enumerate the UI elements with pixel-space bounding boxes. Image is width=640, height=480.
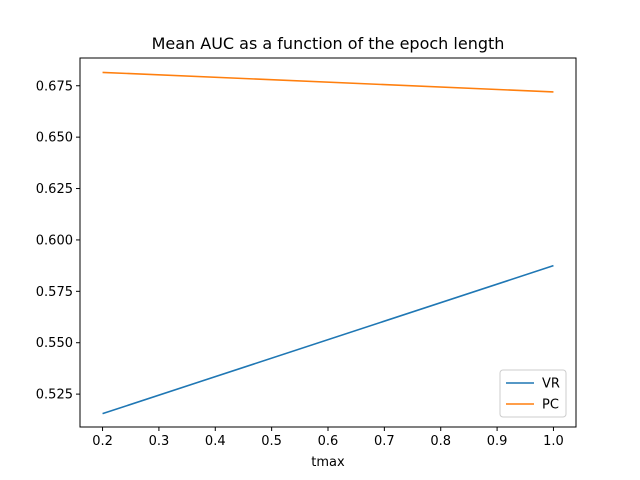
x-tick-label: 0.9 — [487, 434, 508, 449]
y-tick-label: 0.550 — [36, 336, 73, 351]
x-axis-label: tmax — [311, 455, 345, 470]
y-tick-label: 0.625 — [36, 182, 73, 197]
x-tick-label: 0.3 — [149, 434, 170, 449]
y-tick-label: 0.600 — [36, 233, 73, 248]
x-tick-label: 0.7 — [374, 434, 395, 449]
x-tick-label: 0.4 — [205, 434, 226, 449]
y-tick-label: 0.675 — [36, 79, 73, 94]
plot-area — [102, 71, 554, 415]
x-tick-label: 0.8 — [430, 434, 451, 449]
y-tick-label: 0.650 — [36, 131, 73, 146]
x-tick-label: 0.2 — [92, 434, 113, 449]
x-tick-label: 1.0 — [543, 434, 564, 449]
x-tick-label: 0.6 — [318, 434, 339, 449]
y-axis: 0.525 0.550 0.575 0.600 0.625 0.650 0.675 — [36, 79, 80, 403]
y-tick-label: 0.575 — [36, 285, 73, 300]
legend: VR PC — [499, 369, 567, 418]
legend-label-pc: PC — [542, 398, 559, 413]
legend-label-vr: VR — [542, 377, 560, 392]
legend-box — [499, 369, 567, 418]
x-tick-label: 0.5 — [261, 434, 282, 449]
x-axis: 0.2 0.3 0.4 0.5 0.6 0.7 0.8 0.9 1.0 — [92, 427, 564, 449]
y-tick-label: 0.525 — [36, 388, 73, 403]
chart-title: Mean AUC as a function of the epoch leng… — [152, 34, 505, 53]
series-line-pc — [102, 71, 554, 93]
series-line-vr — [102, 264, 554, 415]
